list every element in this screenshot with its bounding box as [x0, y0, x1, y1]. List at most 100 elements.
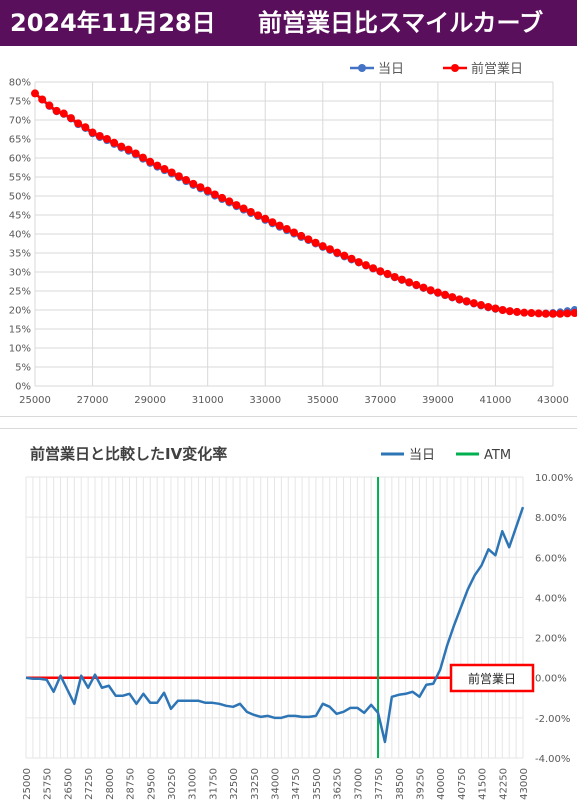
data-point-prev-day — [354, 258, 363, 267]
data-point-prev-day — [484, 302, 493, 311]
x-tick-label: 34000 — [271, 768, 282, 800]
y-tick-label: 75% — [9, 97, 31, 108]
data-point-prev-day — [390, 272, 399, 281]
data-point-prev-day — [88, 128, 97, 137]
data-point-prev-day — [282, 225, 291, 234]
legend-label: 当日 — [409, 448, 435, 463]
x-tick-label: 42250 — [498, 768, 509, 800]
y-tick-label: 4.00% — [535, 593, 567, 604]
data-point-prev-day — [232, 201, 241, 210]
y-tick-label: 40% — [9, 230, 31, 241]
data-point-prev-day — [340, 251, 349, 260]
legend-label: 前営業日 — [471, 61, 523, 77]
x-tick-label: 40750 — [457, 768, 468, 800]
data-point-prev-day — [268, 218, 277, 227]
data-point-prev-day — [189, 179, 198, 188]
data-point-prev-day — [477, 301, 486, 310]
y-tick-label: 2.00% — [535, 634, 567, 645]
data-point-prev-day — [52, 106, 61, 115]
y-tick-label: -2.00% — [535, 714, 570, 725]
x-tick-label: 26500 — [63, 768, 74, 800]
data-point-prev-day — [318, 242, 327, 251]
data-point-prev-day — [347, 254, 356, 263]
x-tick-label: 31750 — [208, 768, 219, 800]
x-tick-label: 29000 — [134, 395, 166, 406]
x-tick-label: 40000 — [436, 768, 447, 800]
y-tick-label: 65% — [9, 135, 31, 146]
y-tick-label: 0.00% — [535, 674, 567, 685]
data-point-prev-day — [433, 288, 442, 297]
data-point-prev-day — [153, 161, 162, 170]
data-point-prev-day — [304, 235, 313, 244]
x-tick-label: 35500 — [312, 768, 323, 800]
data-point-prev-day — [160, 165, 169, 174]
data-point-prev-day — [419, 283, 428, 292]
x-tick-label: 33250 — [250, 768, 261, 800]
data-point-prev-day — [110, 138, 119, 147]
x-tick-label: 27000 — [77, 395, 109, 406]
data-point-prev-day — [203, 186, 212, 195]
data-point-prev-day — [505, 307, 514, 316]
iv-change-panel: 前営業日と比較したIV変化率 10.00% 8.00% 6.00% 4.00% 2.00%… — [0, 428, 577, 803]
data-point-prev-day — [196, 183, 205, 192]
data-point-prev-day — [102, 135, 111, 143]
header-bar: 2024年11月28日 前営業日比スマイルカーブ — [0, 0, 577, 46]
data-point-prev-day — [297, 231, 306, 240]
data-point-prev-day — [383, 269, 392, 278]
data-point-prev-day — [131, 149, 140, 158]
data-point-prev-day — [95, 131, 104, 140]
x-tick-label: 38500 — [395, 768, 406, 800]
data-point-prev-day — [462, 297, 471, 306]
data-point-prev-day — [290, 228, 298, 237]
x-tick-label: 43000 — [537, 395, 569, 406]
x-tick-label: 39000 — [422, 395, 454, 406]
x-tick-label: 28750 — [126, 768, 137, 800]
chart-title: 前営業日と比較したIV変化率 — [30, 445, 227, 463]
data-point-prev-day — [498, 306, 507, 314]
data-point-prev-day — [361, 261, 370, 270]
x-tick-label: 27250 — [84, 768, 95, 800]
data-point-prev-day — [397, 275, 406, 284]
x-tick-label: 25000 — [22, 768, 33, 800]
x-tick-label: 34750 — [291, 768, 302, 800]
data-point-prev-day — [174, 172, 183, 181]
data-point-prev-day — [448, 293, 457, 302]
iv-change-chart: 前営業日と比較したIV変化率 10.00% 8.00% 6.00% 4.00% 2.00%… — [22, 445, 573, 800]
data-point-prev-day — [441, 290, 450, 299]
smile-curve-chart: 0% 5% 10% 15% 20% 25% 30% 35% 40% 45% 50% 55% 60% 65%… — [9, 61, 577, 406]
y-tick-label: 6.00% — [535, 553, 567, 564]
header-date: 2024年11月28日 — [10, 9, 216, 37]
data-point-prev-day — [81, 123, 90, 132]
y-tick-label: 70% — [9, 116, 31, 127]
y-tick-label: 5% — [15, 363, 31, 374]
y-tick-label: 60% — [9, 154, 31, 165]
data-point-prev-day — [534, 309, 543, 318]
data-point-prev-day — [59, 109, 68, 118]
data-point-prev-day — [117, 142, 126, 151]
data-point-prev-day — [527, 309, 536, 318]
x-tick-label: 33000 — [249, 395, 281, 406]
data-point-prev-day — [412, 280, 421, 289]
data-point-prev-day — [218, 193, 227, 202]
y-tick-label: 0% — [15, 382, 31, 393]
y-tick-label: 55% — [9, 173, 31, 184]
data-point-prev-day — [74, 119, 83, 128]
data-point-prev-day — [45, 101, 54, 110]
data-point-prev-day — [38, 95, 47, 104]
x-tick-label: 29500 — [146, 768, 157, 800]
y-tick-label: 45% — [9, 211, 31, 222]
data-point-prev-day — [182, 176, 191, 185]
x-tick-label: 37000 — [364, 395, 396, 406]
x-tick-label: 32500 — [229, 768, 240, 800]
x-tick-label: 30250 — [167, 768, 178, 800]
x-tick-label: 31000 — [188, 768, 199, 800]
x-tick-label: 43000 — [519, 768, 530, 800]
y-tick-label: 25% — [9, 287, 31, 298]
y-tick-label: 8.00% — [535, 513, 567, 524]
data-point-prev-day — [520, 308, 529, 317]
smile-curve-panel: 0% 5% 10% 15% 20% 25% 30% 35% 40% 45% 50% 55% 60% 65%… — [0, 46, 577, 417]
x-tick-label: 36250 — [333, 768, 344, 800]
data-point-prev-day — [146, 157, 155, 166]
data-point-prev-day — [246, 207, 255, 216]
y-tick-label: 10% — [9, 344, 31, 355]
